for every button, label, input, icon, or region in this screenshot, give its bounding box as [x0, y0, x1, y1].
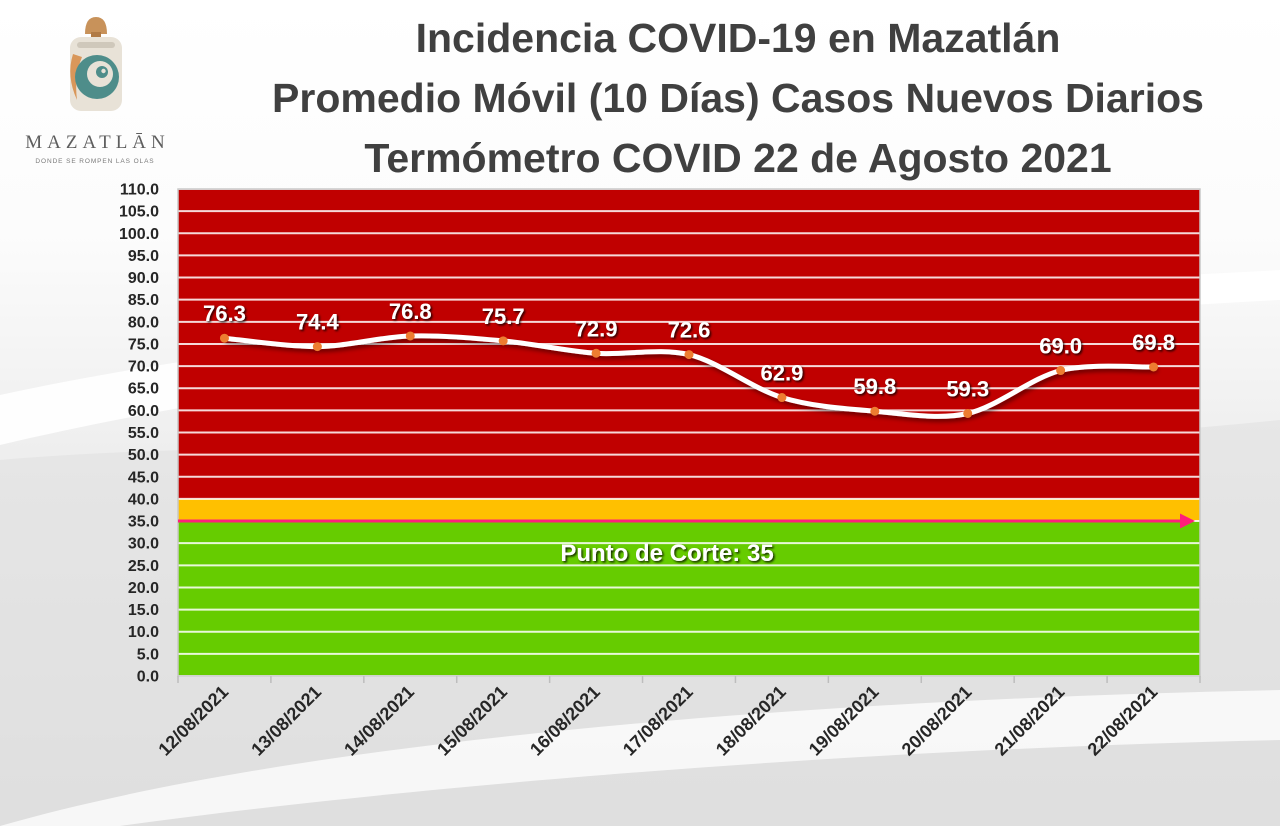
y-tick-label: 110.0 — [120, 182, 159, 199]
y-tick-label: 5.0 — [137, 646, 159, 663]
logo-wordmark: MAZATLĀN — [25, 132, 170, 153]
data-point — [870, 406, 880, 416]
y-tick-label: 35.0 — [128, 514, 159, 531]
data-label: 76.3 — [203, 301, 246, 326]
mazatlan-logo-icon — [70, 17, 122, 111]
y-tick-label: 105.0 — [119, 204, 159, 221]
data-label: 69.0 — [1039, 334, 1082, 359]
y-tick-label: 85.0 — [128, 292, 159, 309]
data-label: 72.9 — [575, 316, 618, 341]
chart-title: Incidencia COVID-19 en Mazatlán — [415, 15, 1061, 61]
data-label: 59.8 — [853, 374, 896, 399]
y-tick-label: 95.0 — [128, 248, 159, 265]
data-point — [1149, 362, 1159, 372]
gridlines — [177, 188, 1201, 677]
data-point — [684, 350, 694, 360]
data-point — [963, 408, 973, 418]
y-tick-label: 50.0 — [128, 447, 159, 464]
data-label: 74.4 — [296, 310, 340, 335]
y-tick-label: 80.0 — [128, 314, 159, 331]
data-label: 76.8 — [389, 299, 432, 324]
chart-subtitle: Promedio Móvil (10 Días) Casos Nuevos Di… — [272, 75, 1204, 121]
chart-labels: Punto de Corte: 35 76.3 74.4 76.8 75.7 72.9 72… — [203, 299, 1175, 567]
y-tick-label: 30.0 — [128, 536, 159, 553]
plot-frame — [177, 188, 1201, 677]
y-tick-label: 0.0 — [137, 669, 159, 686]
y-tick-label: 60.0 — [128, 403, 159, 420]
y-tick-label: 90.0 — [128, 270, 159, 287]
chart-date-line: Termómetro COVID 22 de Agosto 2021 — [364, 135, 1112, 181]
y-tick-label: 10.0 — [128, 624, 159, 641]
y-tick-label: 55.0 — [128, 425, 159, 442]
data-label: 69.8 — [1132, 330, 1175, 355]
mazatlan-logo: MAZATLĀN DONDE SE ROMPEN LAS OLAS — [10, 12, 180, 172]
data-point — [777, 393, 787, 403]
data-point — [1056, 366, 1066, 376]
risk-band-3 — [178, 521, 1200, 676]
data-point — [405, 331, 415, 341]
data-point — [498, 336, 508, 346]
data-point — [219, 333, 229, 343]
y-tick-label: 45.0 — [128, 469, 159, 486]
series-moving-average — [219, 331, 1159, 419]
y-tick-label: 40.0 — [128, 491, 159, 508]
risk-band-2 — [178, 498, 1200, 522]
data-label: 62.9 — [760, 361, 803, 386]
data-point — [591, 348, 601, 358]
data-label: 75.7 — [482, 304, 525, 329]
cutoff-label: Punto de Corte: 35 — [560, 540, 773, 567]
y-tick-label: 25.0 — [128, 558, 159, 575]
y-tick-label: 15.0 — [128, 602, 159, 619]
y-tick-label: 75.0 — [128, 336, 159, 353]
y-tick-label: 20.0 — [128, 580, 159, 597]
data-label: 59.3 — [946, 376, 989, 401]
background-swoosh — [0, 690, 1280, 826]
data-label: 72.6 — [668, 318, 711, 343]
logo-tagline: DONDE SE ROMPEN LAS OLAS — [35, 158, 155, 165]
data-point — [312, 342, 322, 352]
y-tick-label: 65.0 — [128, 381, 159, 398]
y-tick-label: 100.0 — [119, 226, 159, 243]
chart-header: Incidencia COVID-19 en Mazatlán Promedio… — [196, 8, 1280, 188]
y-tick-label: 70.0 — [128, 359, 159, 376]
